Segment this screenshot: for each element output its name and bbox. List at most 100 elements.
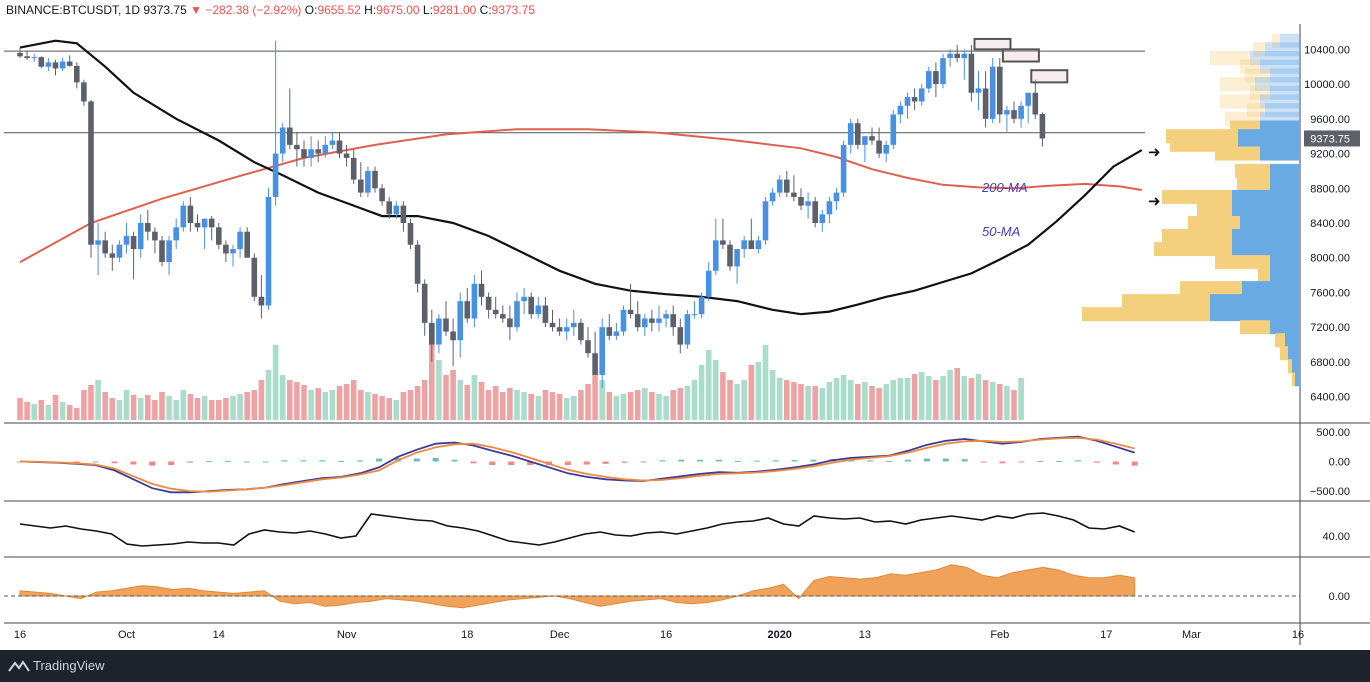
candle-body bbox=[109, 253, 116, 258]
time-tick-label: 16 bbox=[1292, 629, 1304, 641]
candle bbox=[414, 240, 421, 293]
candle-body bbox=[116, 244, 123, 258]
macd-histogram-bar bbox=[867, 460, 874, 462]
candle bbox=[116, 240, 123, 263]
volume-profile-up-bar bbox=[1232, 229, 1300, 244]
candle-body bbox=[883, 144, 889, 154]
macd-histogram-bar bbox=[564, 461, 571, 466]
candle-body bbox=[308, 149, 314, 158]
volume-bar bbox=[748, 365, 755, 420]
volume-profile-up-bar bbox=[1260, 59, 1300, 74]
brand-name[interactable]: TradingView bbox=[33, 658, 105, 673]
area-oscillator bbox=[19, 564, 1136, 609]
candle-body bbox=[1039, 113, 1046, 139]
candle bbox=[187, 196, 194, 232]
volume-bar bbox=[940, 376, 946, 420]
volume-profile-up-bar bbox=[1270, 163, 1300, 178]
candle bbox=[272, 40, 279, 206]
candle-body bbox=[478, 283, 485, 297]
volume-profile-down-bar bbox=[1253, 42, 1265, 57]
volume-bar bbox=[457, 380, 463, 420]
macd-histogram-bar bbox=[300, 460, 307, 462]
volume-bar bbox=[705, 350, 712, 420]
candle bbox=[634, 301, 641, 332]
macd-histogram-bar bbox=[886, 460, 893, 462]
volume-bar bbox=[798, 384, 804, 420]
candle bbox=[890, 110, 897, 150]
candle bbox=[400, 201, 407, 232]
volume-bar bbox=[592, 375, 598, 420]
volume-bar bbox=[571, 396, 577, 420]
macd-histogram-bar bbox=[281, 460, 288, 462]
candle-body bbox=[812, 201, 818, 223]
macd-histogram-bar bbox=[375, 458, 382, 462]
candle-body bbox=[507, 318, 513, 328]
volume-bar bbox=[620, 394, 627, 420]
volume-profile-up-bar bbox=[1232, 189, 1300, 204]
candle-body bbox=[358, 179, 364, 193]
volume-bar bbox=[634, 390, 641, 420]
time-tick-label: 16 bbox=[660, 629, 672, 641]
candle-body bbox=[649, 318, 655, 323]
candle bbox=[599, 318, 605, 388]
volume-bar bbox=[194, 398, 201, 420]
candle bbox=[244, 227, 250, 258]
last-price-tag-label: 9373.75 bbox=[1310, 133, 1350, 145]
candle-body bbox=[556, 327, 563, 332]
volume-profile-up-bar bbox=[1270, 268, 1300, 283]
footer-bar: TradingView bbox=[0, 650, 1370, 682]
macd-histogram-bar bbox=[205, 460, 212, 462]
volume-bar bbox=[847, 380, 854, 420]
highlight-box bbox=[1001, 48, 1040, 63]
candle-body bbox=[755, 240, 762, 250]
volume-bar bbox=[897, 378, 904, 420]
volume-bar bbox=[698, 365, 705, 420]
price-tick-label: 8000.00 bbox=[1310, 253, 1350, 265]
volume-bar bbox=[769, 370, 776, 420]
volume-bar bbox=[975, 374, 982, 420]
volume-bar bbox=[727, 380, 733, 420]
macd-histogram-bar bbox=[980, 461, 987, 463]
candle bbox=[372, 166, 378, 193]
macd-histogram-bar bbox=[999, 461, 1006, 464]
volume-profile-down-bar bbox=[1237, 176, 1270, 191]
volume-bar bbox=[372, 394, 378, 420]
candle bbox=[911, 88, 918, 111]
symbol-label[interactable]: BINANCE:BTCUSDT, 1D bbox=[6, 3, 141, 17]
bottom-margin bbox=[0, 645, 1370, 650]
candle-body bbox=[890, 114, 897, 145]
volume-bar bbox=[904, 378, 911, 420]
candle-body bbox=[784, 179, 790, 193]
candle-body bbox=[407, 223, 414, 245]
candle-body bbox=[471, 283, 478, 319]
macd-histogram-bar bbox=[659, 460, 666, 462]
candle-body bbox=[66, 61, 73, 66]
candles bbox=[17, 40, 1046, 388]
candle bbox=[535, 296, 542, 319]
candle-body bbox=[798, 196, 804, 206]
candle-body bbox=[961, 53, 968, 59]
candle-body bbox=[720, 240, 726, 245]
macd-histogram-bar bbox=[432, 457, 439, 462]
macd-histogram-bar bbox=[489, 461, 496, 466]
candle bbox=[31, 53, 37, 62]
macd-histogram-bar bbox=[527, 461, 534, 466]
candle-body bbox=[379, 188, 385, 202]
candle bbox=[279, 123, 286, 163]
volume-profile-down-bar bbox=[1280, 346, 1288, 361]
chart-canvas[interactable]: 200-MA 50-MA ➜ ➜ 6400.00 6800.00 7200.00 7600.0… bbox=[0, 0, 1370, 650]
price-tick-label: 10000.00 bbox=[1304, 79, 1350, 91]
macd-histogram-bar bbox=[92, 461, 99, 463]
price-tick-label: 6400.00 bbox=[1310, 392, 1350, 404]
macd-histogram-bar bbox=[168, 461, 175, 466]
candle bbox=[1032, 79, 1039, 119]
macd-histogram-bar bbox=[451, 459, 458, 462]
candle bbox=[904, 92, 911, 119]
candle bbox=[81, 79, 87, 106]
volume-profile-up-bar bbox=[1270, 85, 1300, 100]
candle-body bbox=[1011, 110, 1017, 119]
candle bbox=[847, 118, 854, 154]
macd-histogram-bar bbox=[678, 459, 685, 462]
price-tick-label: 9600.00 bbox=[1310, 114, 1350, 126]
down-arrow-icon: ▼ bbox=[190, 3, 202, 17]
